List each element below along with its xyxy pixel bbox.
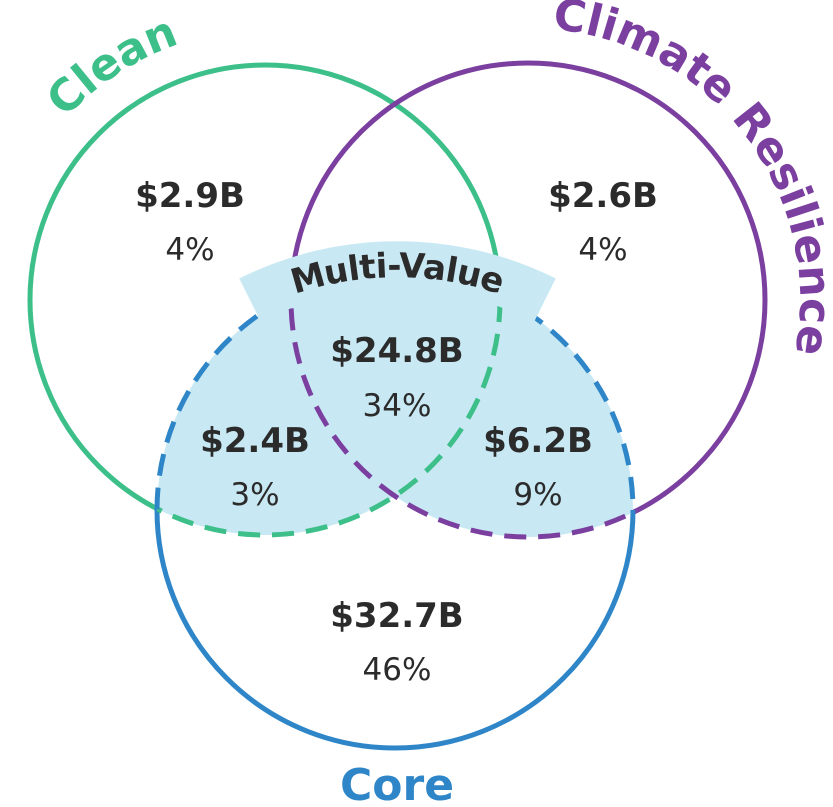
region-share: 3%: [230, 477, 279, 513]
region-share: 4%: [578, 232, 627, 268]
region-amount: $24.8B: [330, 331, 463, 371]
core-label: Core: [340, 760, 454, 807]
region-share: 34%: [363, 388, 432, 424]
region-amount: $6.2B: [483, 421, 593, 461]
region-share: 4%: [165, 232, 214, 268]
region-share: 46%: [363, 652, 432, 688]
clean-text: Clean: [37, 6, 184, 126]
region-share: 9%: [513, 477, 562, 513]
region-amount: $32.7B: [330, 596, 463, 636]
clean-label: Clean: [37, 6, 184, 126]
core-dashed: [154, 269, 636, 537]
region-amount: $2.6B: [548, 176, 658, 216]
region-amount: $2.4B: [200, 421, 310, 461]
region-amount: $2.9B: [135, 176, 245, 216]
